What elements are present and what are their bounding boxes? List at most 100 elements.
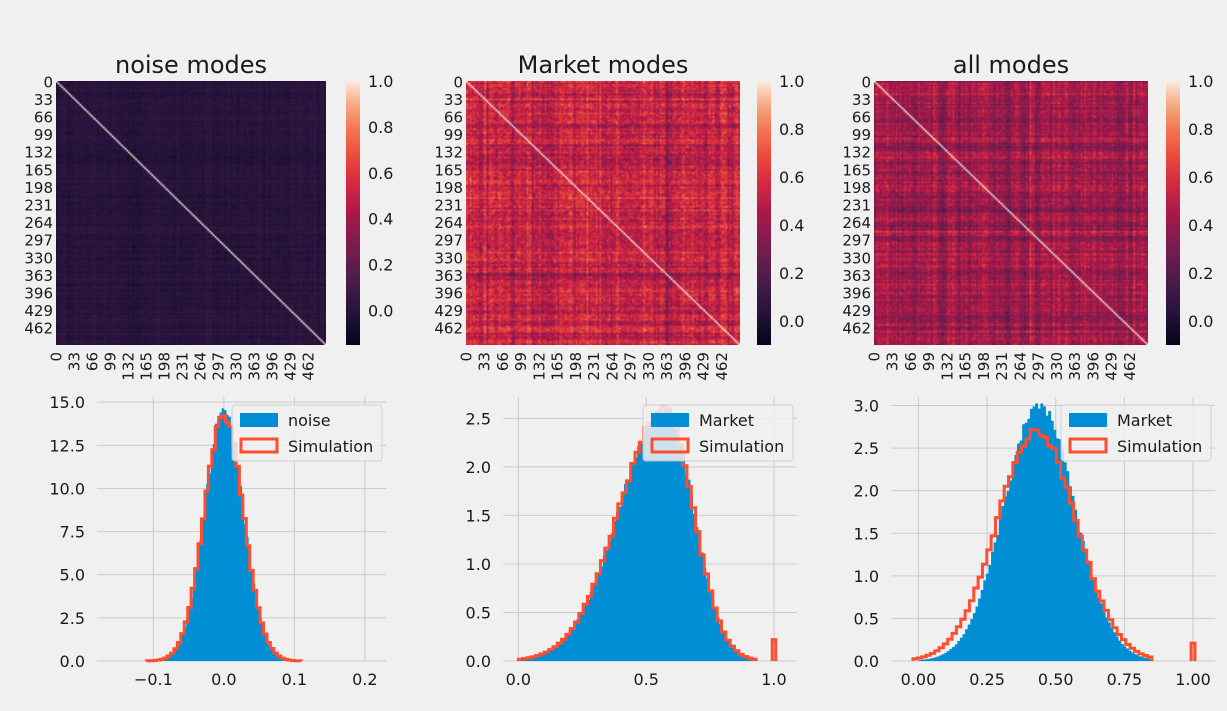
histogram-bar [653, 412, 657, 661]
heatmap-ytick-label: 66 [34, 108, 53, 126]
heatmap-ytick-label: 429 [434, 302, 463, 320]
histogram-bar [228, 416, 231, 661]
histogram-bar [921, 659, 925, 661]
simulation-step-line [911, 427, 1154, 661]
histogram-bar [1115, 636, 1119, 661]
heatmap-xtick-label: 165 [957, 352, 975, 381]
heatmap-ytick-label: 264 [24, 214, 53, 232]
histogram-bar [639, 442, 643, 661]
heatmap-xtick-label: 198 [567, 352, 585, 381]
y-tick-label: 0.0 [854, 652, 879, 671]
y-tick-label: 0.5 [466, 603, 491, 622]
histogram-bar [1110, 627, 1114, 661]
histogram-bar [618, 506, 622, 661]
heatmap-ytick-label: 0 [43, 73, 53, 91]
histogram-bar [1066, 471, 1070, 661]
histogram-bar [1123, 646, 1127, 661]
histogram-bar [1040, 403, 1044, 661]
histogram-bar [237, 465, 240, 661]
histogram-bar [1027, 418, 1031, 661]
heatmap-title: all modes [953, 51, 1069, 79]
colorbar-tick-label: 0.2 [1188, 264, 1213, 283]
histogram-bar [1029, 408, 1033, 661]
y-tick-label: 7.5 [60, 523, 85, 542]
legend-swatch-filled [651, 413, 689, 427]
histogram-bar [1011, 461, 1015, 661]
heatmap-xtick-label: 66 [902, 352, 920, 371]
histogram-bar [957, 640, 961, 661]
colorbar-tick-label: 0.6 [779, 168, 804, 187]
histogram-bar [217, 420, 220, 661]
histogram-bar [621, 494, 625, 661]
histogram-bar [647, 425, 651, 661]
y-tick-label: 2.5 [60, 609, 85, 628]
histogram-bar [568, 631, 572, 661]
histogram-bar [993, 542, 997, 661]
legend-label: Simulation [1117, 437, 1202, 456]
histogram-bar [261, 627, 265, 661]
histogram-bar [732, 647, 736, 661]
colorbar [1166, 81, 1180, 345]
histogram-bar [197, 556, 200, 661]
heatmap-ytick-label: 363 [842, 267, 871, 285]
x-tick-label: 0.2 [352, 670, 377, 689]
histogram-bar [1076, 521, 1080, 661]
histogram-bar [716, 617, 720, 661]
y-tick-label: 10.0 [49, 479, 85, 498]
heatmap-xtick-label: 462 [1121, 352, 1139, 381]
histogram-bar [674, 428, 678, 661]
histogram-bar [978, 598, 982, 661]
colorbar-tick-label: 0.8 [779, 120, 804, 139]
heatmap-xtick-label: 396 [263, 352, 281, 381]
histogram-bar [1102, 612, 1106, 661]
histogram-bar [531, 656, 535, 661]
heatmap-ytick-label: 198 [434, 179, 463, 197]
histogram-bar [592, 584, 596, 661]
histogram-bar [175, 648, 178, 661]
histogram-bar [555, 645, 559, 661]
histogram-bar [199, 539, 203, 661]
histogram-bar [660, 415, 665, 661]
histogram-bar [597, 573, 601, 661]
histogram-bar [629, 469, 633, 661]
histogram-bar [589, 591, 593, 661]
heatmap-xtick-label: 264 [191, 352, 209, 381]
histogram-bar [246, 537, 249, 661]
histogram-bar [164, 658, 167, 661]
histogram-bar [184, 627, 187, 661]
histogram-bar [1001, 505, 1005, 661]
histogram-bar [703, 567, 707, 661]
heatmap-title: Market modes [518, 51, 689, 79]
y-tick-label: 1.5 [466, 506, 491, 525]
heatmap-xtick-label: 33 [884, 352, 902, 371]
heatmap-ytick-label: 0 [861, 73, 871, 91]
histogram-bar [668, 408, 672, 661]
heatmap-xtick-label: 264 [603, 352, 621, 381]
heatmap-xtick-label: 363 [658, 352, 676, 381]
histogram-bar [168, 655, 172, 661]
histogram-bar [1068, 486, 1072, 661]
y-tick-label: 12.5 [49, 436, 85, 455]
heatmap-ytick-label: 165 [24, 161, 53, 179]
histogram-bar [221, 408, 225, 661]
histogram-bar [573, 623, 577, 661]
heatmap-ytick-label: 363 [24, 267, 53, 285]
heatmap-xtick-label: 66 [83, 352, 101, 371]
colorbar [346, 81, 360, 345]
y-tick-label: 1.5 [854, 524, 879, 543]
colorbar-tick-label: 0.6 [1188, 168, 1213, 187]
y-tick-label: 0.0 [466, 652, 491, 671]
heatmap-ytick-label: 363 [434, 267, 463, 285]
histogram-bar [1022, 424, 1026, 661]
histogram-bar [579, 614, 583, 661]
histogram-bar [923, 659, 927, 661]
heatmap-xtick-label: 132 [119, 352, 137, 381]
colorbar-tick-label: 1.0 [368, 72, 393, 91]
histogram-bar [682, 450, 686, 661]
heatmap-ytick-label: 165 [434, 161, 463, 179]
histogram-bar [711, 598, 715, 661]
legend-swatch-filled [1069, 413, 1107, 427]
heatmap-xtick-label: 396 [1084, 352, 1102, 381]
histogram-bar [239, 485, 243, 661]
y-tick-label: 1.0 [854, 567, 879, 586]
